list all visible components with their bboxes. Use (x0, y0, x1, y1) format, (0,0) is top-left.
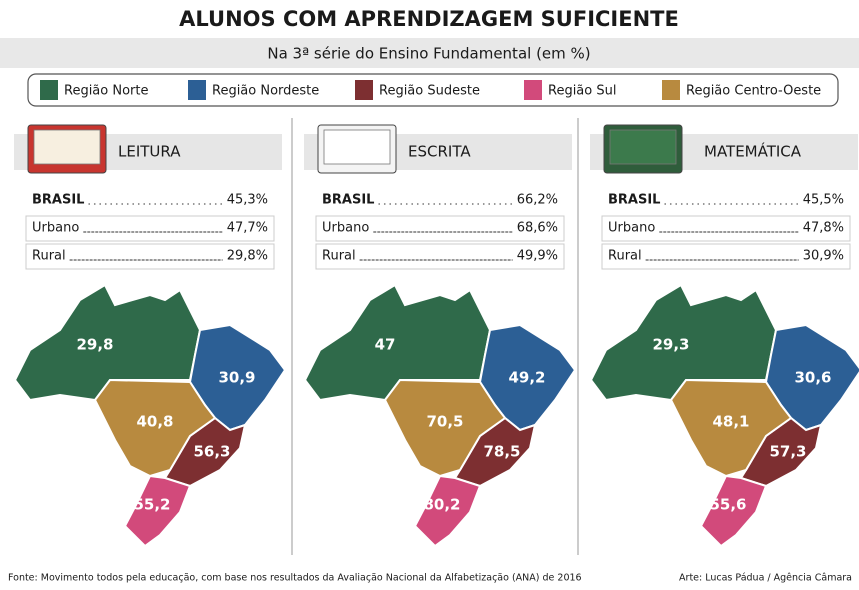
stat-label: Rural (608, 249, 642, 264)
region-value: 48,1 (712, 413, 749, 431)
stat-row (601, 243, 851, 270)
stat-row (25, 243, 275, 270)
region-value: 30,9 (218, 369, 255, 387)
legend-swatch (524, 80, 542, 100)
region-value: 80,2 (423, 496, 460, 514)
region-value: 40,8 (136, 413, 173, 431)
stat-label: BRASIL (608, 193, 660, 208)
region-value: 55,2 (133, 496, 170, 514)
title: ALUNOS COM APRENDIZAGEM SUFICIENTE (179, 7, 679, 31)
map-region (413, 474, 482, 548)
panel-title: ESCRITA (408, 143, 471, 161)
stat-row (315, 215, 565, 242)
panel-title: LEITURA (118, 143, 181, 161)
legend-swatch (188, 80, 206, 100)
legend-label: Região Centro-Oeste (686, 84, 821, 99)
stat-value: 29,8% (227, 249, 268, 264)
map-region (13, 283, 202, 402)
stat-label: Rural (322, 249, 356, 264)
stat-label: BRASIL (32, 193, 84, 208)
legend-swatch (40, 80, 58, 100)
region-value: 49,2 (508, 369, 545, 387)
region-value: 57,3 (769, 443, 806, 461)
region-value: 47 (375, 336, 396, 354)
stat-label: Urbano (32, 221, 79, 236)
stat-row (315, 243, 565, 270)
map-region (93, 378, 217, 478)
subtitle-band (0, 38, 859, 68)
map-region (699, 474, 768, 548)
subtitle: Na 3ª série do Ensino Fundamental (em %) (267, 45, 590, 63)
region-value: 29,8 (76, 336, 113, 354)
stat-label: Urbano (322, 221, 369, 236)
panel: LEITURA BRASIL 45,3% Urbano 47,7% Rural 29,8% 2… (13, 124, 287, 548)
stat-value: 68,6% (517, 221, 558, 236)
stat-row (601, 215, 851, 242)
stat-value: 47,8% (803, 221, 844, 236)
map-region (383, 378, 507, 478)
legend-swatch (355, 80, 373, 100)
stat-value: 66,2% (517, 193, 558, 208)
stat-value: 47,7% (227, 221, 268, 236)
legend-box (27, 73, 839, 107)
icon-inner (323, 129, 391, 165)
legend-label: Região Sul (548, 84, 616, 99)
region-value: 29,3 (652, 336, 689, 354)
stat-label: BRASIL (322, 193, 374, 208)
legend-swatch (662, 80, 680, 100)
legend-label: Região Norte (64, 84, 148, 99)
stat-value: 45,3% (227, 193, 268, 208)
region-value: 70,5 (426, 413, 463, 431)
region-value: 30,6 (794, 369, 831, 387)
stat-label: Rural (32, 249, 66, 264)
panel: ESCRITA BRASIL 66,2% Urbano 68,6% Rural 49,9% 4… (291, 118, 577, 555)
panel-title: MATEMÁTICA (704, 142, 802, 161)
footer-credit: Arte: Lucas Pádua / Agência Câmara (679, 573, 852, 584)
map-region (123, 474, 192, 548)
stat-value: 30,9% (803, 249, 844, 264)
icon-inner (33, 129, 101, 165)
icon-inner (609, 129, 677, 165)
panel: MATEMÁTICA BRASIL 45,5% Urbano 47,8% Rural 30,… (577, 118, 859, 555)
footer-source: Fonte: Movimento todos pela educação, co… (8, 573, 582, 584)
stat-label: Urbano (608, 221, 655, 236)
map-region (669, 378, 793, 478)
stat-row (25, 215, 275, 242)
map-region (589, 283, 778, 402)
legend-label: Região Sudeste (379, 84, 480, 99)
region-value: 55,6 (709, 496, 746, 514)
map-region (303, 283, 492, 402)
stat-value: 45,5% (803, 193, 844, 208)
legend-label: Região Nordeste (212, 84, 319, 99)
region-value: 78,5 (483, 443, 520, 461)
stat-value: 49,9% (517, 249, 558, 264)
region-value: 56,3 (193, 443, 230, 461)
